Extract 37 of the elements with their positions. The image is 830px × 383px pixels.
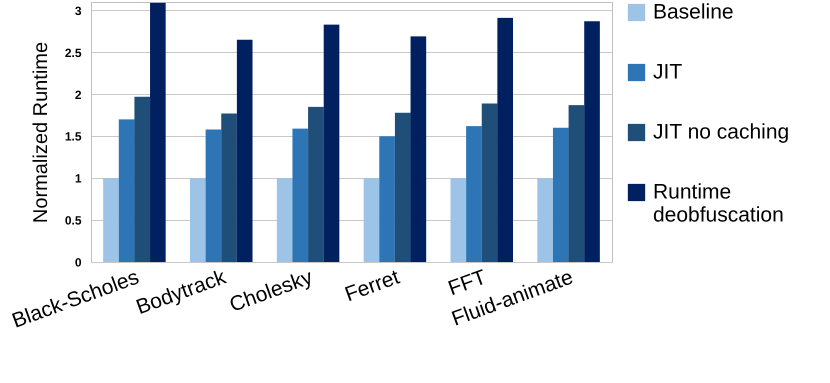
bar (394, 112, 411, 262)
bar (584, 21, 600, 262)
bar (379, 136, 395, 262)
bar (497, 18, 514, 262)
bar (466, 126, 482, 262)
bar (150, 2, 166, 262)
bar (292, 128, 308, 262)
bar (206, 129, 222, 262)
bar (364, 178, 380, 262)
y-axis-title: Normalized Runtime (30, 42, 52, 224)
bar (103, 178, 119, 262)
legend-label: JIT (653, 60, 682, 84)
legend-label: Runtime deobfuscation (653, 180, 784, 226)
bar (410, 36, 426, 262)
bar (568, 105, 584, 262)
bar (324, 24, 340, 262)
x-tick-label: Ferret (342, 266, 403, 306)
bar (236, 40, 253, 262)
y-tick-label: 2 (74, 88, 82, 102)
bar (537, 178, 553, 262)
y-tick-label: 0.5 (64, 214, 82, 228)
y-tick-label: 0 (74, 256, 82, 270)
legend-label: JIT no caching (653, 120, 790, 144)
bar (552, 128, 569, 262)
bar (190, 178, 206, 262)
bar (450, 178, 466, 262)
legend-label: Baseline (653, 0, 734, 24)
y-tick-label: 2.5 (64, 46, 82, 60)
bar (482, 103, 498, 262)
bar (118, 119, 134, 262)
bar (276, 178, 292, 262)
bar (221, 114, 237, 262)
bar (134, 96, 150, 262)
y-tick-label: 3 (74, 4, 82, 18)
bar (308, 106, 324, 262)
y-tick-label: 1 (74, 172, 82, 186)
y-tick-label: 1.5 (64, 130, 82, 144)
